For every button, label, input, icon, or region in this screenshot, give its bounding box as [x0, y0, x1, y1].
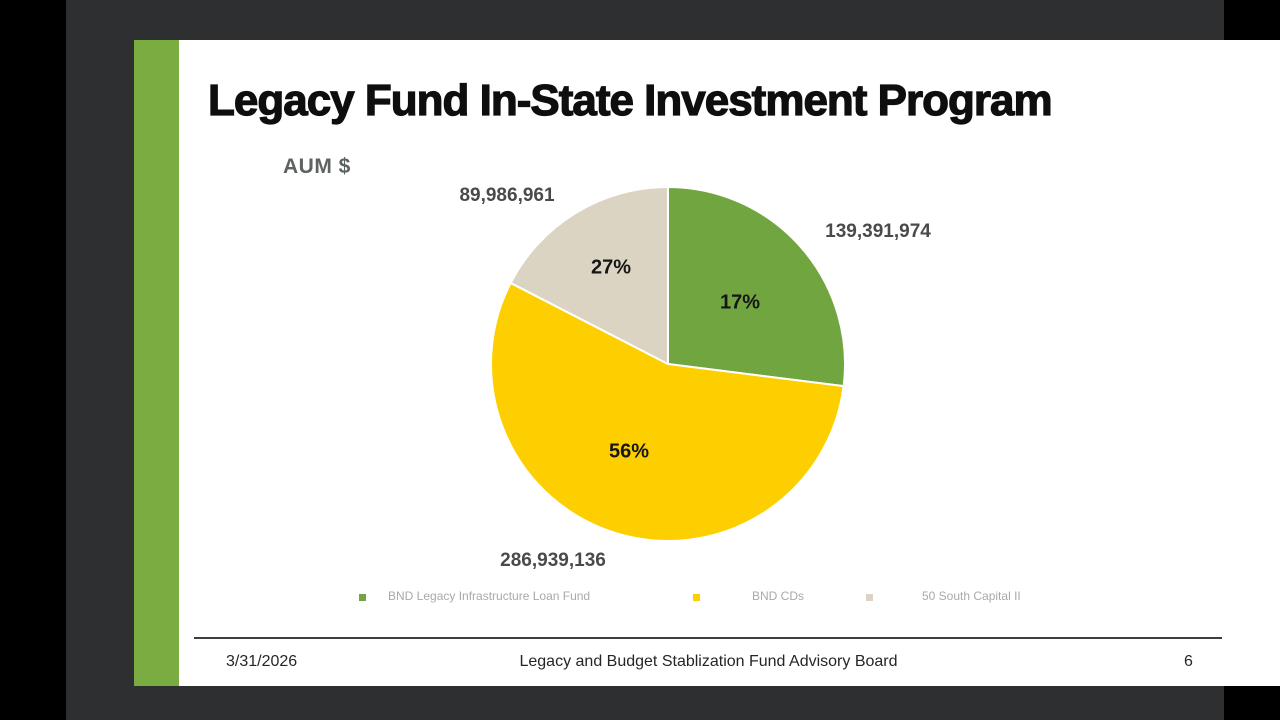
legend-label-bnd-legacy-fund: BND Legacy Infrastructure Loan Fund: [388, 589, 591, 603]
legend-swatch-50-south-capital: [866, 594, 873, 601]
legend-swatch-bnd-legacy-fund: [359, 594, 366, 601]
pct-label-bnd-cds: 56%: [608, 440, 650, 463]
footer-title: Legacy and Budget Stablization Fund Advi…: [519, 653, 898, 670]
slide-title: Legacy Fund In-State Investment Program: [207, 76, 1053, 125]
footer-date: 3/31/2026: [226, 653, 298, 670]
pct-label-bnd-legacy-fund: 17%: [719, 291, 761, 314]
value-label-bnd-legacy-fund: 139,391,974: [825, 221, 931, 242]
legend-swatch-bnd-cds: [693, 594, 700, 601]
pct-label-50-south-capital: 27%: [590, 256, 632, 279]
chart-title: AUM $: [283, 155, 351, 178]
legend-label-bnd-cds: BND CDs: [752, 589, 805, 603]
footer-divider-line: [194, 637, 1222, 639]
pie-chart: [490, 186, 846, 542]
player-window: Legacy Fund In-State Investment Program …: [66, 0, 1280, 720]
value-label-50-south-capital: 89,986,961: [459, 185, 555, 206]
footer-page-number: 6: [1184, 653, 1193, 670]
right-edge-marker: [1216, 368, 1223, 383]
accent-bar: [134, 40, 179, 686]
presentation-slide: Legacy Fund In-State Investment Program …: [134, 40, 1280, 686]
legend-label-50-south-capital: 50 South Capital II: [922, 589, 1021, 603]
pie-slice-2: [509, 186, 669, 365]
pie-slice-1: [490, 281, 845, 542]
value-label-bnd-cds: 286,939,136: [500, 550, 606, 571]
pie-slice-0: [667, 186, 846, 388]
